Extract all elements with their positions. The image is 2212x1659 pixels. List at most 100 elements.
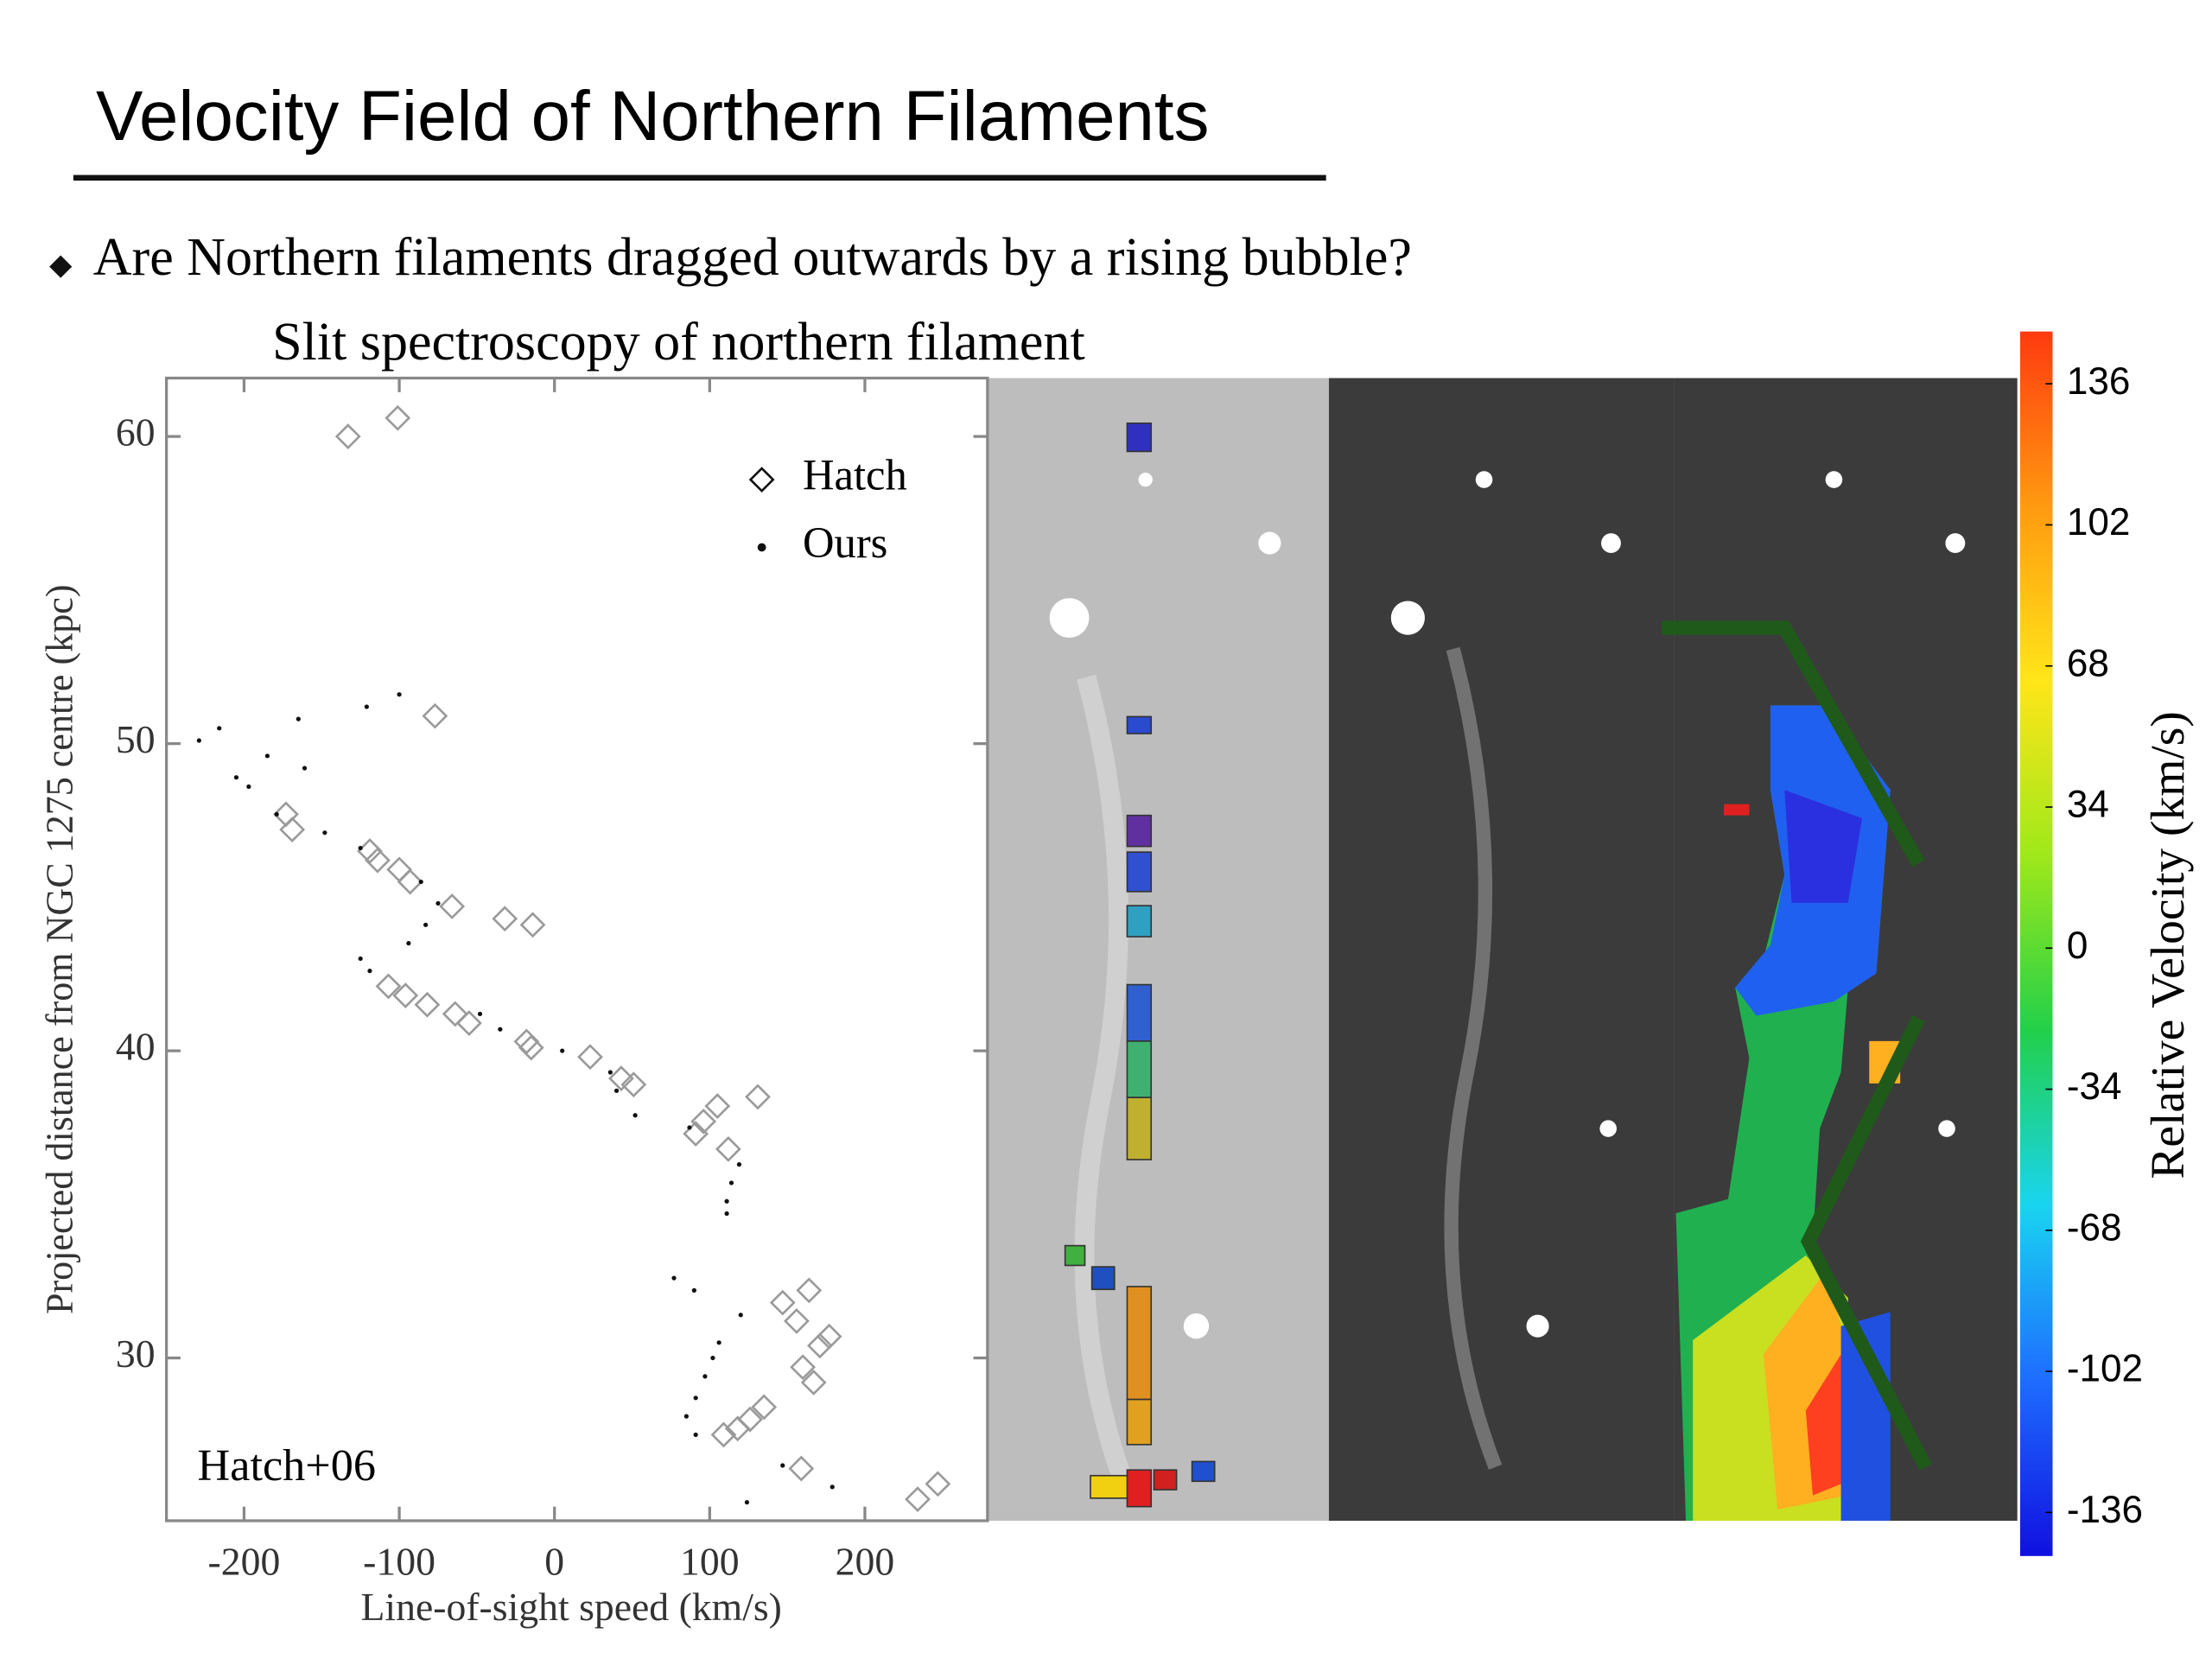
- diamond-point: [518, 1034, 544, 1061]
- dot-point: [607, 1070, 613, 1075]
- dot-point: [274, 811, 279, 817]
- colorbar-tick-label: -102: [2067, 1348, 2143, 1390]
- diamond-point: [704, 1093, 731, 1119]
- dot-point: [683, 1414, 690, 1419]
- dot-point: [217, 726, 222, 731]
- bullet-text: Are Northern filaments dragged outwards …: [93, 228, 1412, 287]
- dot-point: [196, 738, 201, 743]
- legend-label: Ours: [803, 518, 887, 567]
- slide-title: Velocity Field of Northern Filaments: [96, 77, 1209, 156]
- diamond-point: [456, 1010, 482, 1037]
- diamond-point: [683, 1121, 709, 1147]
- chart-title: Slit spectroscopy of northern filament: [272, 313, 1085, 372]
- diamond-point: [796, 1277, 823, 1304]
- dot-point: [246, 784, 251, 789]
- dot-point: [724, 1198, 729, 1204]
- dot-point: [322, 830, 327, 836]
- colorbar-tick-label: 34: [2067, 784, 2109, 826]
- dot-point: [302, 766, 308, 771]
- dot-point: [418, 879, 423, 885]
- dot-point: [780, 1463, 785, 1468]
- dot-point: [691, 1287, 696, 1293]
- diamond-point: [769, 1289, 796, 1316]
- diamond-point: [690, 1108, 717, 1135]
- dot-point: [406, 941, 411, 946]
- x-tick-label: 0: [544, 1540, 564, 1584]
- diamond-point: [724, 1415, 751, 1442]
- x-axis-label: Line-of-sight speed (km/s): [361, 1585, 782, 1629]
- dot-point: [830, 1484, 835, 1490]
- dot-point: [744, 1500, 750, 1505]
- diamond-point: [620, 1071, 647, 1098]
- colorbar-label: Relative Velocity (km/s): [2142, 711, 2195, 1179]
- bullet-icon: [49, 255, 73, 278]
- diamond-point: [439, 893, 466, 919]
- plot-area: [165, 376, 989, 1522]
- legend-label: Hatch: [803, 451, 907, 499]
- diamond-point: [492, 906, 518, 932]
- dot-point: [498, 1027, 503, 1032]
- image-panels: [987, 378, 2018, 1521]
- diamond-point: [385, 404, 411, 431]
- diamond-point: [577, 1044, 603, 1071]
- x-tick-label: 200: [836, 1540, 895, 1584]
- dot-point: [716, 1340, 721, 1345]
- y-tick-label: 30: [116, 1332, 156, 1376]
- dot-point: [702, 1374, 708, 1379]
- dot-point: [233, 775, 239, 780]
- x-tick-label: -100: [363, 1540, 435, 1584]
- diamond-point: [334, 423, 361, 450]
- diamond-point: [790, 1354, 817, 1381]
- diamond-point: [751, 1394, 778, 1421]
- diamond-point: [414, 991, 441, 1018]
- dot-point: [296, 716, 301, 721]
- colorbar-tick-label: -34: [2067, 1065, 2122, 1108]
- diamond-point: [422, 702, 448, 729]
- diamond-point: [788, 1455, 815, 1482]
- annotation: Hatch+06: [198, 1440, 376, 1491]
- dot-point: [613, 1088, 620, 1093]
- x-tick-label: -200: [208, 1540, 281, 1584]
- dot-point: [738, 1313, 743, 1318]
- dot-point: [264, 753, 270, 759]
- colorbar-tick-label: -136: [2067, 1489, 2143, 1531]
- dot-point: [435, 900, 441, 906]
- dot-point: [560, 1048, 565, 1053]
- dot-point: [736, 1162, 742, 1167]
- diamond-point: [905, 1486, 931, 1513]
- colorbar-tick-label: 0: [2067, 925, 2088, 967]
- colorbar-tick-label: 136: [2067, 360, 2131, 403]
- diamond-point: [392, 982, 419, 1009]
- diamond-point: [365, 847, 391, 874]
- y-tick-label: 60: [116, 410, 156, 454]
- dot-point: [693, 1395, 698, 1401]
- dot-point: [358, 956, 363, 962]
- dot-point: [358, 845, 363, 851]
- dot-point: [671, 1275, 677, 1281]
- dot-point: [364, 704, 369, 709]
- diamond-point: [806, 1332, 833, 1359]
- dot-point: [423, 922, 429, 927]
- dot-point: [728, 1180, 734, 1185]
- diamond-point: [279, 817, 306, 843]
- dot-point: [477, 1011, 483, 1017]
- diamond-point: [925, 1471, 951, 1497]
- x-tick-label: 100: [680, 1540, 740, 1584]
- colorbar-tick-label: -68: [2067, 1206, 2122, 1249]
- dot-point: [632, 1113, 638, 1118]
- diamond-point: [608, 1065, 634, 1091]
- y-tick-label: 50: [116, 717, 156, 761]
- legend-marker: [748, 467, 775, 493]
- dot-point: [397, 692, 402, 697]
- colorbar-tick-label: 68: [2067, 642, 2109, 684]
- y-tick-label: 40: [116, 1025, 156, 1069]
- legend-marker: [757, 543, 766, 552]
- diamond-point: [737, 1406, 763, 1433]
- diamond-point: [442, 1001, 468, 1027]
- dot-point: [724, 1211, 729, 1217]
- colorbar: [2019, 331, 2053, 1556]
- dot-point: [367, 969, 372, 974]
- diamond-point: [519, 912, 546, 938]
- diamond-point: [397, 868, 423, 895]
